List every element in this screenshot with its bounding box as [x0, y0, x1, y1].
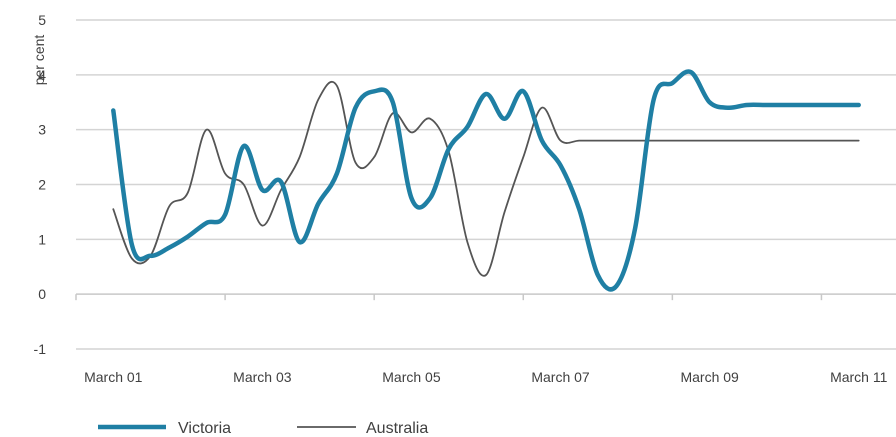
y-tick-label: 0 [38, 286, 46, 302]
series-line-australia [112, 80, 860, 277]
x-tick-label: March 07 [531, 369, 590, 385]
x-tick-label: March 05 [382, 369, 441, 385]
y-tick-label: -1 [34, 341, 47, 357]
legend-label-australia: Australia [366, 420, 428, 437]
gridlines [76, 19, 896, 350]
legend-label-victoria: Victoria [178, 420, 231, 437]
x-tick-label: March 09 [680, 369, 739, 385]
series-line-victoria [111, 69, 861, 292]
y-axis-label: per cent [31, 35, 47, 86]
x-tick-label: March 03 [233, 369, 292, 385]
x-tick-label: March 11 [830, 369, 888, 385]
x-tick-label: March 01 [84, 369, 143, 385]
legend: Victoria Australia [98, 420, 428, 437]
x-axis [75, 293, 896, 301]
y-axis: -1 0 1 2 3 4 5 [34, 12, 47, 357]
x-axis-ticks: March 01 March 03 March 05 March 07 March 09… [84, 369, 888, 385]
y-tick-label: 2 [38, 177, 46, 193]
y-tick-label: 5 [38, 12, 46, 28]
y-tick-label: 1 [38, 231, 46, 247]
series-lines [111, 69, 861, 292]
y-tick-label: 3 [38, 122, 46, 138]
y-tick-label: 4 [38, 67, 46, 83]
